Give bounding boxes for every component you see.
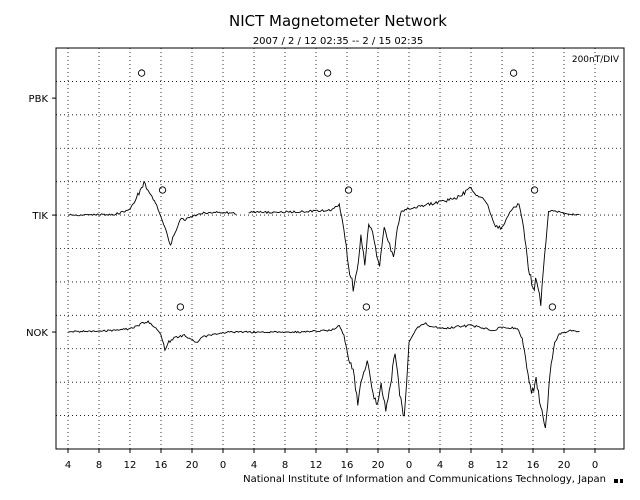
x-tick-label: 16: [527, 460, 540, 471]
footer-credit: National Institute of Information and Co…: [243, 474, 606, 485]
x-tick-labels: 4 8 12 16 20 0 4 8 12 16 20 0 4 8 12 16 20 0: [65, 449, 598, 471]
x-tick-label: 12: [496, 460, 509, 471]
x-tick-label: 4: [437, 460, 443, 471]
x-tick-label: 8: [282, 460, 288, 471]
midnight-marker-nok: [548, 303, 557, 311]
station-labels: PBK TIK NOK: [26, 94, 56, 339]
footer-mark-2: [620, 479, 623, 483]
x-tick-label: 8: [96, 460, 102, 471]
traces: [67, 180, 580, 429]
x-tick-label: 4: [65, 460, 71, 471]
midnight-marker-tik: [344, 186, 353, 194]
station-label-pbk: PBK: [29, 94, 49, 105]
x-tick-label: 12: [124, 460, 137, 471]
x-tick-label: 16: [155, 460, 168, 471]
grid: [56, 48, 624, 449]
midnight-marker-nok: [362, 303, 371, 311]
x-tick-label: 16: [341, 460, 354, 471]
chart-subtitle: 2007 / 2 / 12 02:35 -- 2 / 15 02:35: [253, 36, 423, 47]
station-label-nok: NOK: [26, 328, 48, 339]
trace-nok: [67, 320, 580, 429]
midnight-marker-pbk: [323, 69, 332, 77]
station-label-tik: TIK: [31, 211, 48, 222]
midnight-marker-tik: [530, 186, 539, 194]
x-tick-label: 12: [310, 460, 323, 471]
x-tick-label: 20: [186, 460, 199, 471]
x-tick-label: 20: [558, 460, 571, 471]
midnight-marker-pbk: [137, 69, 146, 77]
x-tick-label: 8: [468, 460, 474, 471]
x-tick-label: 0: [406, 460, 412, 471]
midnight-markers: [137, 69, 557, 311]
trace-tik: [248, 186, 580, 306]
x-tick-label: 0: [592, 460, 598, 471]
chart-title: NICT Magnetometer Network: [229, 12, 447, 30]
scale-label: 200nT/DIV: [572, 55, 620, 65]
midnight-marker-nok: [176, 303, 185, 311]
trace-tik: [67, 180, 237, 246]
x-tick-label: 0: [220, 460, 226, 471]
midnight-marker-pbk: [509, 69, 518, 77]
x-tick-label: 20: [372, 460, 385, 471]
footer-mark: [614, 479, 618, 483]
midnight-marker-tik: [158, 186, 167, 194]
x-tick-label: 4: [251, 460, 257, 471]
